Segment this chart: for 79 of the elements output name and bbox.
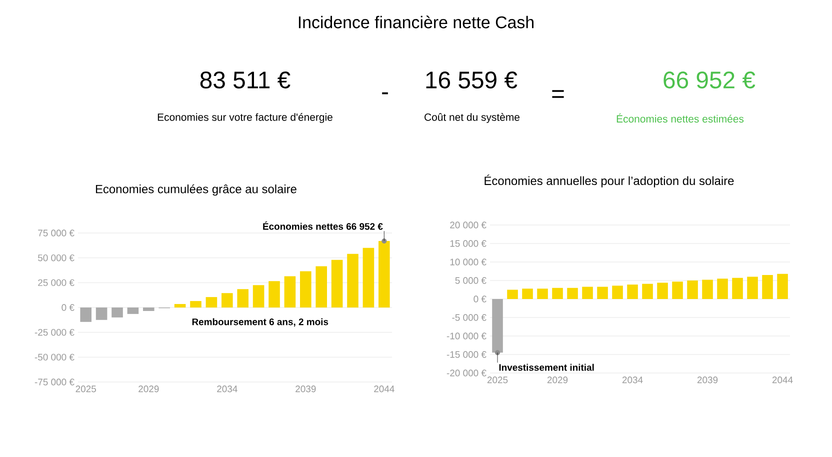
- x-tick-label: 2025: [487, 376, 508, 384]
- bar: [237, 289, 249, 308]
- annotation: Remboursement 6 ans, 2 mois: [192, 318, 328, 327]
- bar: [300, 271, 312, 308]
- bar: [252, 285, 264, 308]
- text: Économies nettes estimées: [616, 113, 744, 123]
- bar: [331, 260, 343, 308]
- text: 83 511 €: [200, 72, 290, 88]
- bar: [492, 299, 503, 353]
- y-tick-label: 15 000 €: [450, 240, 486, 247]
- bar: [552, 288, 563, 299]
- x-tick-label: 2034: [622, 376, 643, 384]
- bar: [597, 286, 608, 299]
- text: -: [382, 92, 388, 94]
- text: 66 952 €: [664, 72, 756, 88]
- x-tick-label: 2029: [138, 386, 159, 392]
- y-tick-label: -50 000 €: [34, 354, 74, 361]
- bar: [522, 288, 533, 299]
- bar: [316, 266, 328, 308]
- text: Incidence financière nette Cash: [298, 16, 534, 28]
- annotation: Investissement initial: [499, 364, 594, 371]
- y-tick-label: 50 000 €: [38, 254, 74, 262]
- text: 16 559 €: [426, 72, 518, 88]
- bar: [96, 308, 108, 320]
- x-tick-label: 2029: [547, 376, 568, 384]
- bar: [567, 288, 578, 299]
- bar: [612, 286, 623, 299]
- x-tick-label: 2039: [697, 376, 718, 384]
- bar: [143, 308, 154, 311]
- bar: [732, 278, 743, 299]
- chart-title: Économies annuelles pour l’adoption du solaire: [484, 174, 734, 188]
- y-tick-label: -10 000 €: [446, 332, 486, 340]
- bar: [747, 276, 758, 299]
- bar: [112, 308, 123, 318]
- bar: [582, 286, 593, 299]
- bar: [222, 293, 233, 308]
- text: =: [552, 90, 564, 98]
- bar: [717, 278, 728, 299]
- bar: [762, 274, 773, 299]
- y-tick-label: -15 000 €: [446, 351, 486, 358]
- bar: [507, 290, 518, 299]
- y-tick-label: -5 000 €: [452, 314, 486, 321]
- bar: [268, 281, 280, 308]
- chart-title: Economies cumulées grâce au solaire: [96, 184, 296, 196]
- bar: [174, 304, 186, 308]
- bar: [362, 248, 374, 308]
- y-tick-label: 75 000 €: [38, 230, 74, 236]
- x-tick-label: 2044: [772, 376, 793, 384]
- bar: [378, 241, 390, 308]
- bar: [537, 288, 548, 299]
- bar: [190, 301, 202, 308]
- y-tick-label: -25 000 €: [34, 328, 74, 336]
- bar: [127, 308, 139, 314]
- y-tick-label: 5 000 €: [455, 277, 486, 284]
- bar: [687, 280, 698, 299]
- text: Economies sur votre facture d'énergie: [158, 113, 332, 123]
- y-tick-label: 10 000 €: [450, 258, 486, 266]
- y-tick-label: -75 000 €: [34, 378, 74, 386]
- x-tick-label: 2044: [374, 386, 394, 392]
- y-tick-label: 20 000 €: [450, 222, 486, 228]
- bar: [672, 282, 683, 299]
- bar: [777, 274, 788, 299]
- x-tick-label: 2025: [76, 386, 96, 392]
- bar: [627, 284, 638, 299]
- y-tick-label: 0 €: [474, 296, 486, 302]
- text: Coût net du système: [424, 113, 520, 123]
- x-tick-label: 2034: [217, 386, 238, 392]
- x-tick-label: 2039: [296, 386, 316, 392]
- bar: [80, 308, 92, 322]
- bar: [347, 254, 358, 308]
- y-tick-label: 0 €: [62, 304, 74, 311]
- y-tick-label: -20 000 €: [446, 370, 486, 376]
- y-tick-label: 25 000 €: [38, 279, 74, 286]
- bar: [702, 280, 713, 299]
- bar: [657, 282, 668, 299]
- bar: [206, 297, 218, 308]
- bar: [284, 276, 296, 308]
- bar: [642, 284, 653, 299]
- annotation: Économies nettes 66 952 €: [263, 221, 383, 230]
